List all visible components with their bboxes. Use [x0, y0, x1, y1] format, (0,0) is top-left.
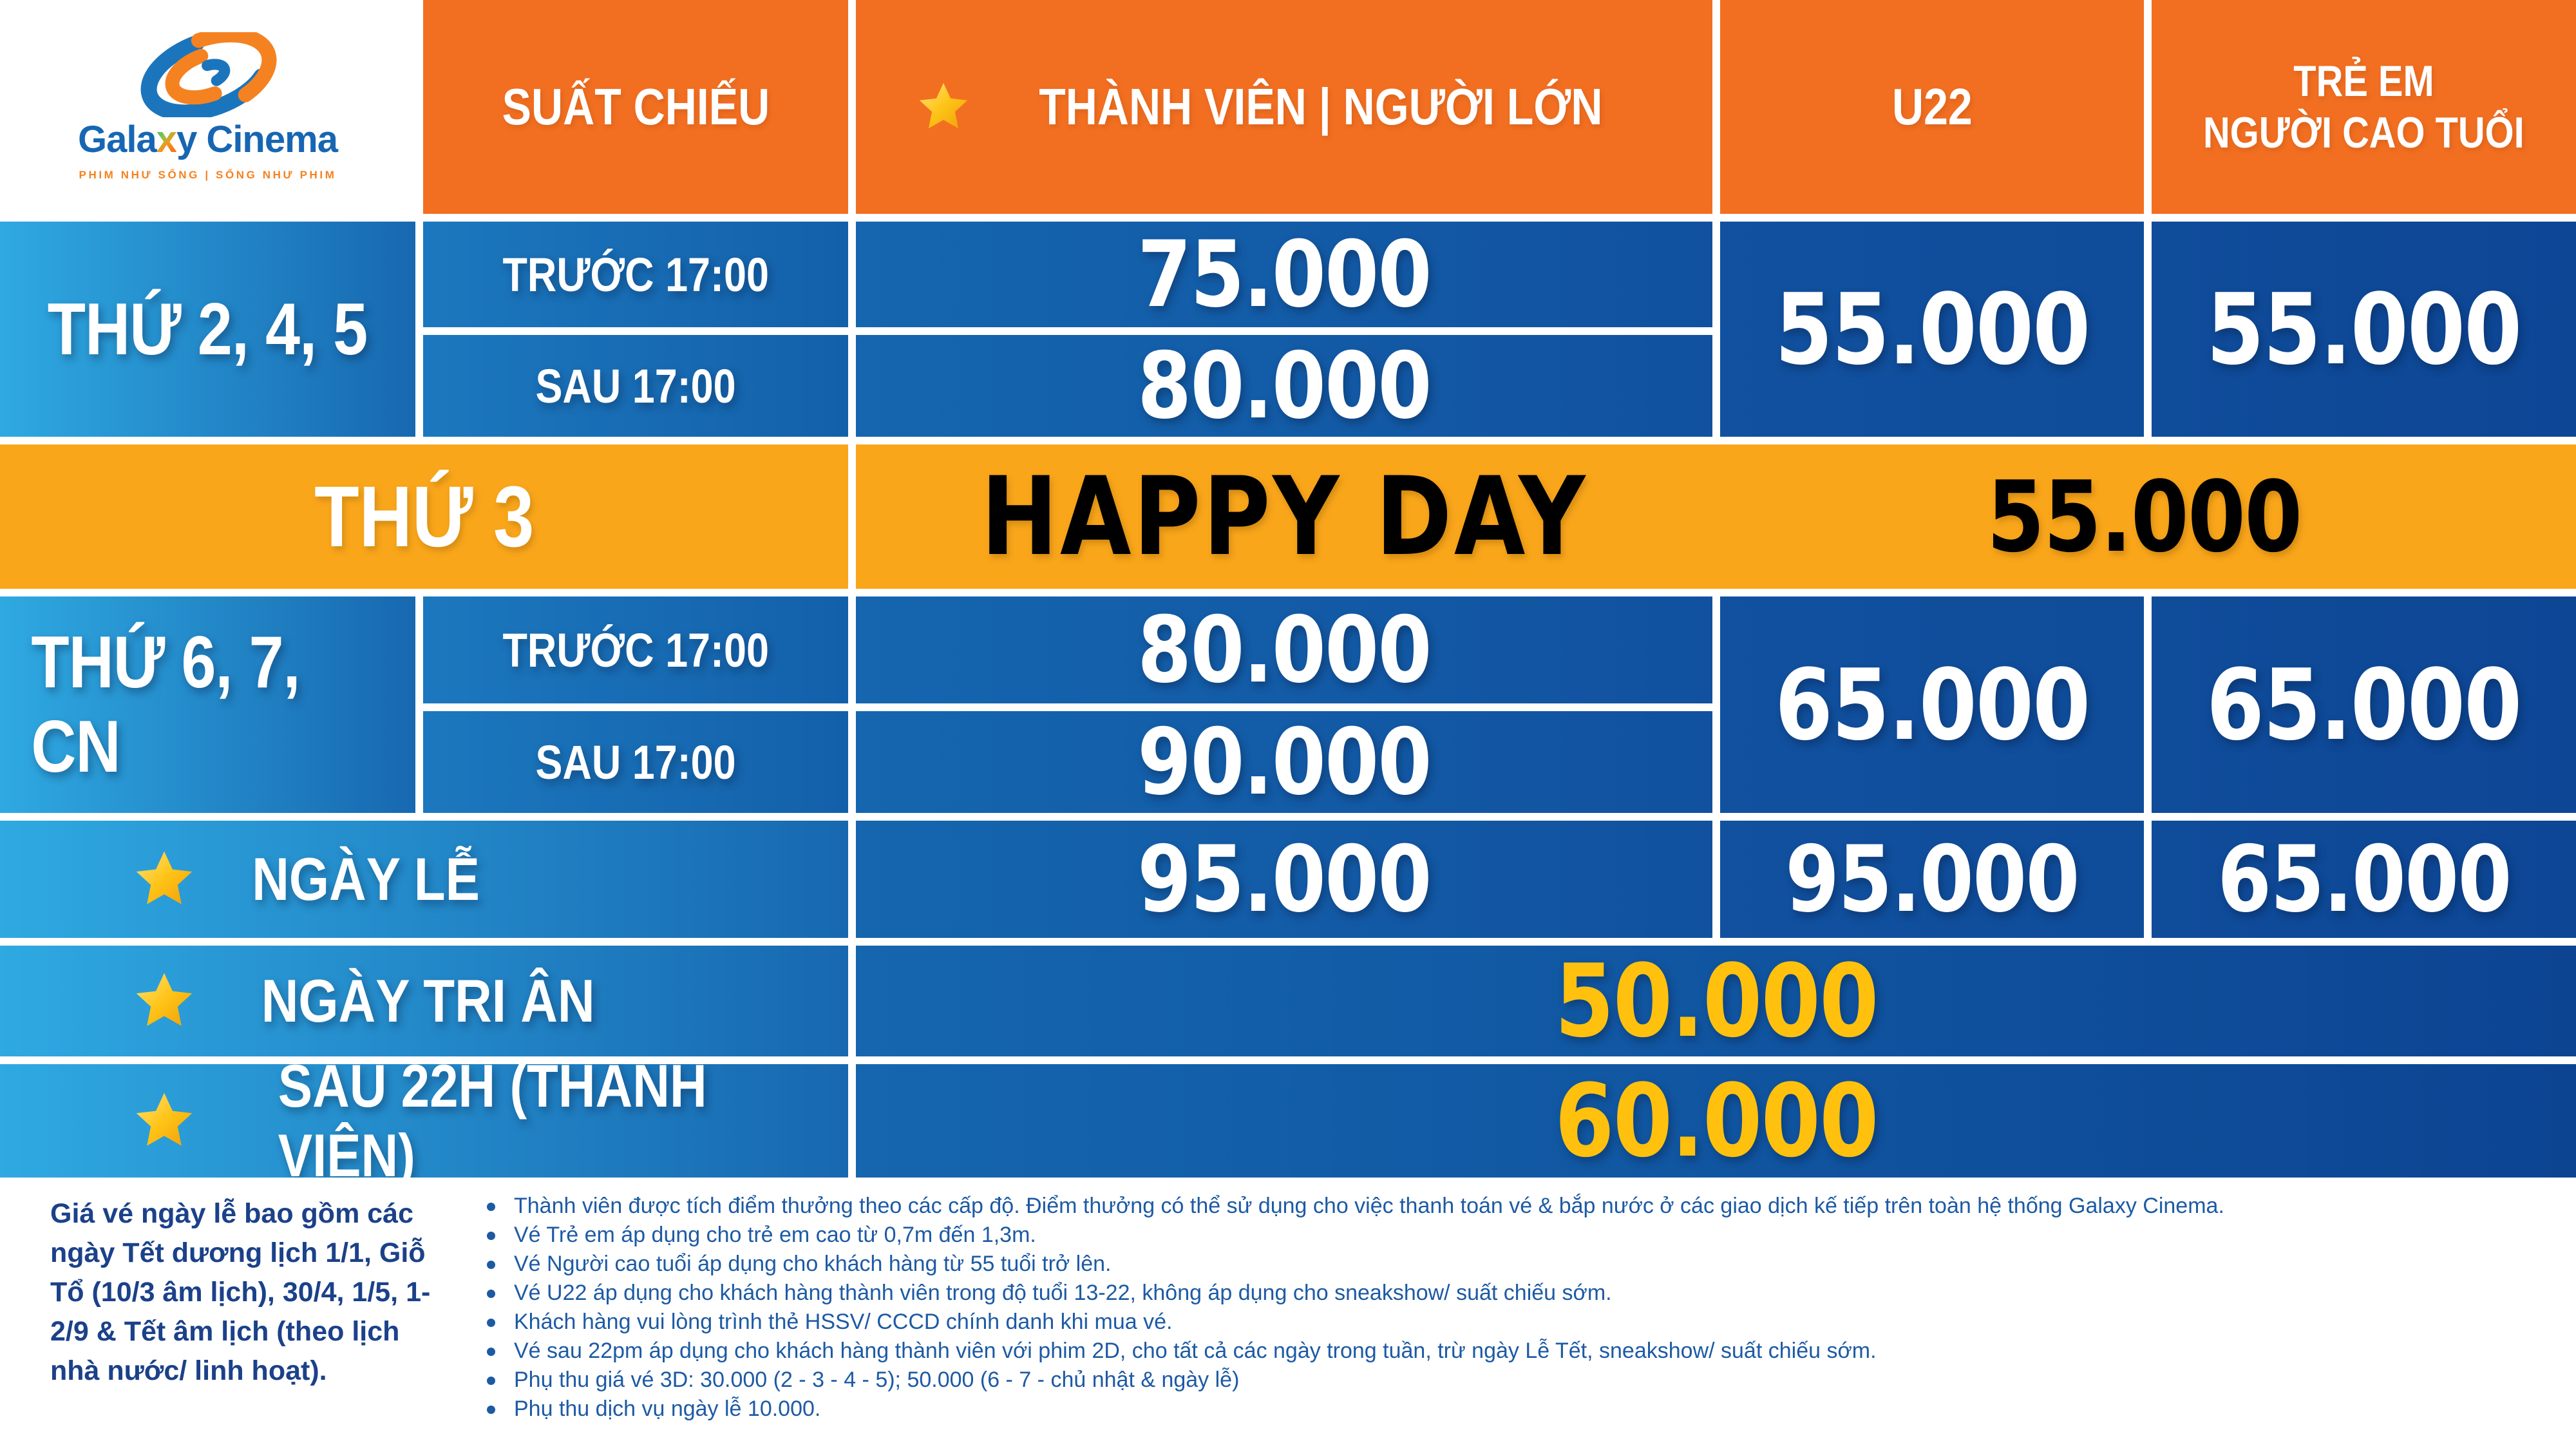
note-item: Thành viên được tích điểm thưởng theo cá…: [477, 1192, 2224, 1221]
price-weekend-after17: 90.000: [856, 711, 1712, 813]
price-after22: 60.000: [856, 1064, 2576, 1178]
note-item: Vé Trẻ em áp dụng cho trẻ em cao từ 0,7m…: [477, 1221, 2224, 1250]
price-holiday-member: 95.000: [856, 821, 1712, 938]
header-child-senior: TRẺ EM NGƯỜI CAO TUỔI: [2152, 0, 2576, 214]
row-tuesday-promo: HAPPY DAY 55.000: [856, 444, 2576, 589]
header-member-label: THÀNH VIÊN | NGƯỜI LỚN: [1039, 78, 1603, 135]
price-weekend-u22: 65.000: [1720, 596, 2144, 813]
row-after22-label: SAU 22H (THÀNH VIÊN): [0, 1064, 848, 1178]
header-u22-label: U22: [1891, 78, 1973, 135]
price-table: Galaxy Cinema PHIM NHƯ SỐNG | SỐNG NHƯ P…: [0, 0, 2576, 1178]
header-child-line1: TRẺ EM: [2293, 56, 2434, 106]
galaxy-swirl-icon: [139, 32, 276, 117]
header-member: THÀNH VIÊN | NGƯỜI LỚN: [856, 0, 1712, 214]
note-item: Phụ thu giá vé 3D: 30.000 (2 - 3 - 4 - 5…: [477, 1366, 2224, 1395]
row-weekend-after17: SAU 17:00: [423, 711, 848, 813]
star-icon: [919, 82, 968, 129]
note-item: Vé sau 22pm áp dụng cho khách hàng thành…: [477, 1337, 2224, 1366]
brand-logo: Galaxy Cinema PHIM NHƯ SỐNG | SỐNG NHƯ P…: [0, 0, 415, 214]
price-holiday-u22: 95.000: [1720, 821, 2144, 938]
price-tuesday: 55.000: [1987, 459, 2302, 574]
price-weekend-before17: 80.000: [856, 596, 1712, 703]
price-holiday-child: 65.000: [2152, 821, 2576, 938]
header-u22: U22: [1720, 0, 2144, 214]
star-icon: [136, 973, 193, 1026]
brand-tagline: PHIM NHƯ SỐNG | SỐNG NHƯ PHIM: [79, 169, 337, 181]
notes-list: Thành viên được tích điểm thưởng theo cá…: [477, 1192, 2224, 1424]
price-weekday245-child: 55.000: [2152, 222, 2576, 437]
price-gratitude: 50.000: [856, 946, 2576, 1056]
note-item: Vé Người cao tuổi áp dụng cho khách hàng…: [477, 1250, 2224, 1279]
row-weekend-before17: TRƯỚC 17:00: [423, 596, 848, 703]
price-weekday245-after17: 80.000: [856, 335, 1712, 437]
note-item: Khách hàng vui lòng trình thẻ HSSV/ CCCD…: [477, 1308, 2224, 1337]
price-weekend-child: 65.000: [2152, 596, 2576, 813]
holiday-note: Giá vé ngày lễ bao gồm các ngày Tết dươn…: [50, 1198, 431, 1387]
note-item: Vé U22 áp dụng cho khách hàng thành viên…: [477, 1279, 2224, 1308]
brand-name: Galaxy Cinema: [78, 119, 338, 160]
happy-day-label: HAPPY DAY: [981, 453, 1587, 580]
row-gratitude-label: NGÀY TRI ÂN: [0, 946, 848, 1056]
price-weekday245-before17: 75.000: [856, 222, 1712, 327]
star-icon: [136, 1092, 193, 1146]
row-weekday245-before17: TRƯỚC 17:00: [423, 222, 848, 327]
row-holiday-label: NGÀY LỄ: [0, 821, 848, 938]
footer-notes: Giá vé ngày lễ bao gồm các ngày Tết dươn…: [0, 1178, 2576, 1424]
star-icon: [136, 851, 193, 904]
header-child-line2: NGƯỜI CAO TUỔI: [2203, 108, 2524, 157]
row-weekday245-after17: SAU 17:00: [423, 335, 848, 437]
row-weekday245-label: THỨ 2, 4, 5: [0, 222, 415, 437]
header-showtime: SUẤT CHIẾU: [423, 0, 848, 214]
note-item: Phụ thu dịch vụ ngày lễ 10.000.: [477, 1395, 2224, 1424]
row-weekend-label: THỨ 6, 7, CN: [0, 596, 415, 813]
row-tuesday-label: THỨ 3: [0, 444, 848, 589]
header-showtime-label: SUẤT CHIẾU: [502, 78, 770, 135]
price-weekday245-u22: 55.000: [1720, 222, 2144, 437]
